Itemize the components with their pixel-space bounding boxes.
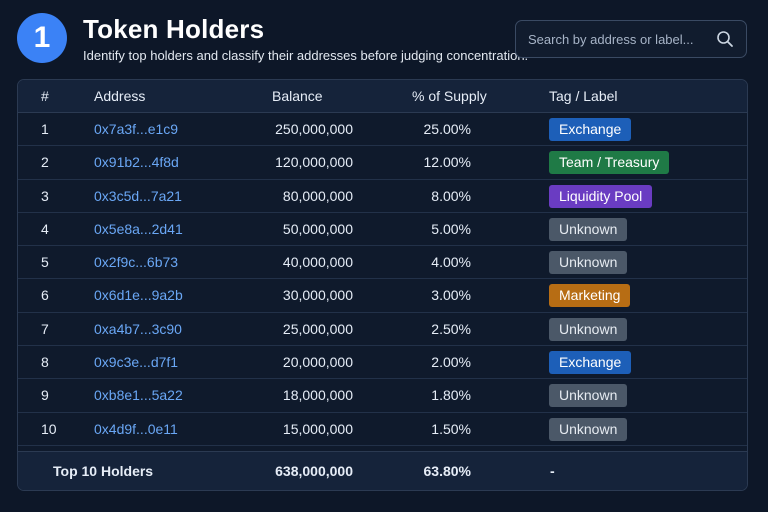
row-percent-supply: 4.00% xyxy=(431,254,471,271)
row-percent-supply: 25.00% xyxy=(423,121,471,137)
page-title: Token Holders xyxy=(83,14,265,44)
row-balance: 50,000,000 xyxy=(282,220,353,237)
tag-badge[interactable]: Unknown xyxy=(549,317,628,341)
column-header-rank[interactable]: # xyxy=(41,88,49,104)
tag-badge[interactable]: Liquidity Pool xyxy=(549,184,653,208)
row-rank: 1 xyxy=(41,121,49,137)
table-row[interactable]: 6 0x6d1e...9a2b 30,000,000 3.00% Marketing xyxy=(18,279,747,313)
address-link[interactable]: 0x7a3f...e1c9 xyxy=(94,121,179,137)
row-balance: 20,000,000 xyxy=(282,354,353,371)
row-rank: 8 xyxy=(41,354,49,371)
row-balance: 120,000,000 xyxy=(275,154,353,171)
row-balance: 15,000,000 xyxy=(282,420,353,437)
tag-badge[interactable]: Team / Treasury xyxy=(549,151,670,175)
table-row[interactable]: 2 0x91b2...4f8d 120,000,000 12.00% Team / Tr… xyxy=(18,146,747,180)
column-header-balance[interactable]: Balance xyxy=(272,88,323,104)
row-balance: 40,000,000 xyxy=(282,254,353,271)
row-percent-supply: 12.00% xyxy=(423,154,471,171)
tag-badge[interactable]: Unknown xyxy=(549,217,628,241)
table-row[interactable]: 3 0x3c5d...7a21 80,000,000 8.00% Liquidity P… xyxy=(18,180,747,213)
address-link[interactable]: 0x9c3e...d7f1 xyxy=(94,354,179,371)
table-row[interactable]: 4 0x5e8a...2d41 50,000,000 5.00% Unknown xyxy=(18,213,747,247)
row-percent-supply: 1.80% xyxy=(431,387,471,404)
row-balance: 250,000,000 xyxy=(275,121,353,137)
tag-badge[interactable]: Unknown xyxy=(549,417,628,441)
search-icon[interactable] xyxy=(716,30,734,48)
search-input[interactable]: Search by address or label... xyxy=(515,20,747,58)
row-rank: 4 xyxy=(41,220,49,237)
address-link[interactable]: 0x2f9c...6b73 xyxy=(94,254,179,271)
table-row[interactable]: 1 0x7a3f...e1c9 250,000,000 25.00% Exchange xyxy=(18,113,747,147)
address-link[interactable]: 0x5e8a...2d41 xyxy=(94,220,183,237)
search-placeholder: Search by address or label... xyxy=(528,31,694,47)
address-link[interactable]: 0x91b2...4f8d xyxy=(94,154,179,171)
tag-badge[interactable]: Exchange xyxy=(549,118,632,141)
table-row[interactable]: 8 0x9c3e...d7f1 20,000,000 2.00% Exchange xyxy=(18,346,747,380)
table-row[interactable]: 5 0x2f9c...6b73 40,000,000 4.00% Unknown xyxy=(18,246,747,280)
table-row[interactable]: 9 0xb8e1...5a22 18,000,000 1.80% Unknown xyxy=(18,379,747,413)
table-header: # Address Balance % of Supply Tag / Labe… xyxy=(18,80,747,113)
summary-label: Top 10 Holders xyxy=(53,463,154,479)
row-percent-supply: 1.50% xyxy=(431,420,471,437)
step-number-badge: 1 xyxy=(17,13,67,63)
tag-badge[interactable]: Unknown xyxy=(549,251,628,275)
address-link[interactable]: 0x6d1e...9a2b xyxy=(94,287,183,304)
row-rank: 5 xyxy=(41,254,49,271)
summary-tag: - xyxy=(550,463,555,479)
row-rank: 7 xyxy=(41,320,49,337)
column-header-address[interactable]: Address xyxy=(94,88,146,104)
row-percent-supply: 3.00% xyxy=(431,287,471,304)
row-percent-supply: 5.00% xyxy=(431,220,471,237)
address-link[interactable]: 0x3c5d...7a21 xyxy=(94,187,182,204)
address-link[interactable]: 0xb8e1...5a22 xyxy=(94,387,183,404)
address-link[interactable]: 0x4d9f...0e11 xyxy=(94,420,178,437)
table-body: 1 0x7a3f...e1c9 250,000,000 25.00% Exchange 2… xyxy=(18,113,747,446)
row-balance: 18,000,000 xyxy=(282,387,353,404)
tag-badge[interactable]: Marketing xyxy=(549,284,631,308)
row-balance: 25,000,000 xyxy=(282,320,353,337)
row-balance: 80,000,000 xyxy=(282,187,353,204)
row-rank: 3 xyxy=(41,187,49,204)
row-rank: 9 xyxy=(41,387,49,404)
table-row[interactable]: 10 0x4d9f...0e11 15,000,000 1.50% Unknown xyxy=(18,413,747,446)
summary-balance: 638,000,000 xyxy=(275,463,353,479)
tag-badge[interactable]: Exchange xyxy=(549,351,632,375)
row-percent-supply: 8.00% xyxy=(431,187,471,204)
holders-table: # Address Balance % of Supply Tag / Labe… xyxy=(17,79,748,491)
row-balance: 30,000,000 xyxy=(282,287,353,304)
summary-percent: 63.80% xyxy=(423,463,471,479)
column-header-tag[interactable]: Tag / Label xyxy=(549,88,618,104)
row-percent-supply: 2.50% xyxy=(431,320,471,337)
tag-badge[interactable]: Unknown xyxy=(549,384,628,408)
row-rank: 2 xyxy=(41,154,49,171)
row-rank: 10 xyxy=(41,420,57,437)
address-link[interactable]: 0xa4b7...3c90 xyxy=(94,320,182,337)
table-summary-row: Top 10 Holders 638,000,000 63.80% - xyxy=(18,451,747,490)
page-subtitle: Identify top holders and classify their … xyxy=(83,48,529,63)
column-header-percent-supply[interactable]: % of Supply xyxy=(412,88,487,104)
row-rank: 6 xyxy=(41,287,49,304)
row-percent-supply: 2.00% xyxy=(431,354,471,371)
table-row[interactable]: 7 0xa4b7...3c90 25,000,000 2.50% Unknown xyxy=(18,313,747,347)
